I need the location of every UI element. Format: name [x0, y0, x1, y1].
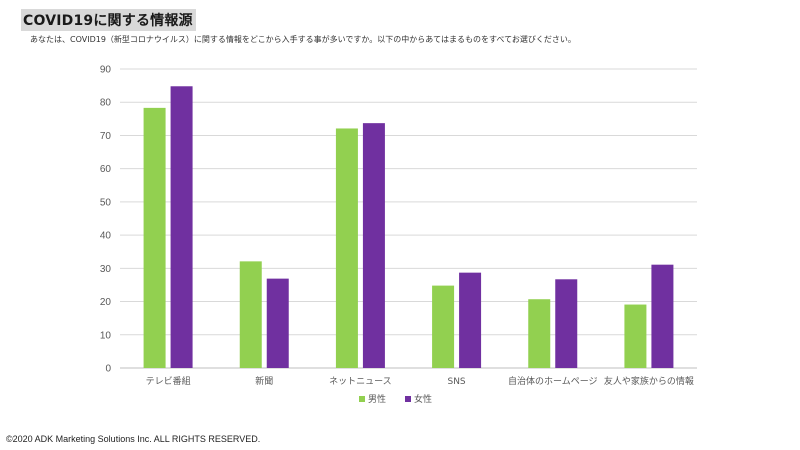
y-tick-label: 90: [100, 65, 112, 76]
y-tick-label: 40: [100, 231, 112, 242]
y-tick-label: 30: [100, 264, 112, 275]
bar-female: [170, 86, 193, 368]
bar-male: [335, 128, 358, 368]
legend-swatch: [405, 396, 411, 402]
bar-female: [362, 123, 385, 368]
x-category-label: 友人や家族からの情報: [604, 375, 694, 387]
copyright-notice: ©2020 ADK Marketing Solutions Inc. ALL R…: [6, 434, 261, 444]
page-title: COVID19に関する情報源: [21, 9, 196, 31]
x-category-label: 自治体のホームページ: [508, 375, 598, 387]
legend-swatch: [359, 396, 365, 402]
legend-label: 女性: [414, 393, 432, 405]
bar-male: [528, 299, 551, 368]
bar-male: [239, 261, 262, 368]
survey-question: あなたは、COVID19（新型コロナウイルス）に関する情報をどこから入手する事が…: [30, 35, 576, 44]
y-tick-label: 80: [100, 98, 112, 109]
x-category-label: SNS: [447, 377, 465, 387]
x-category-label: ネットニュース: [329, 376, 392, 387]
bar-male: [624, 304, 647, 368]
bar-female: [266, 278, 289, 368]
y-tick-label: 20: [100, 297, 112, 308]
y-tick-label: 60: [100, 164, 112, 175]
y-tick-label: 0: [105, 364, 111, 375]
bar-male: [143, 107, 166, 369]
bar-female: [459, 272, 482, 368]
y-tick-label: 70: [100, 131, 112, 142]
bar-female: [651, 264, 674, 368]
y-tick-label: 10: [100, 330, 112, 341]
bar-female: [555, 279, 578, 368]
x-category-label: テレビ番組: [146, 375, 191, 387]
bar-male: [432, 285, 455, 368]
legend-label: 男性: [368, 393, 386, 405]
y-tick-label: 50: [100, 197, 112, 208]
x-category-label: 新聞: [255, 375, 273, 387]
